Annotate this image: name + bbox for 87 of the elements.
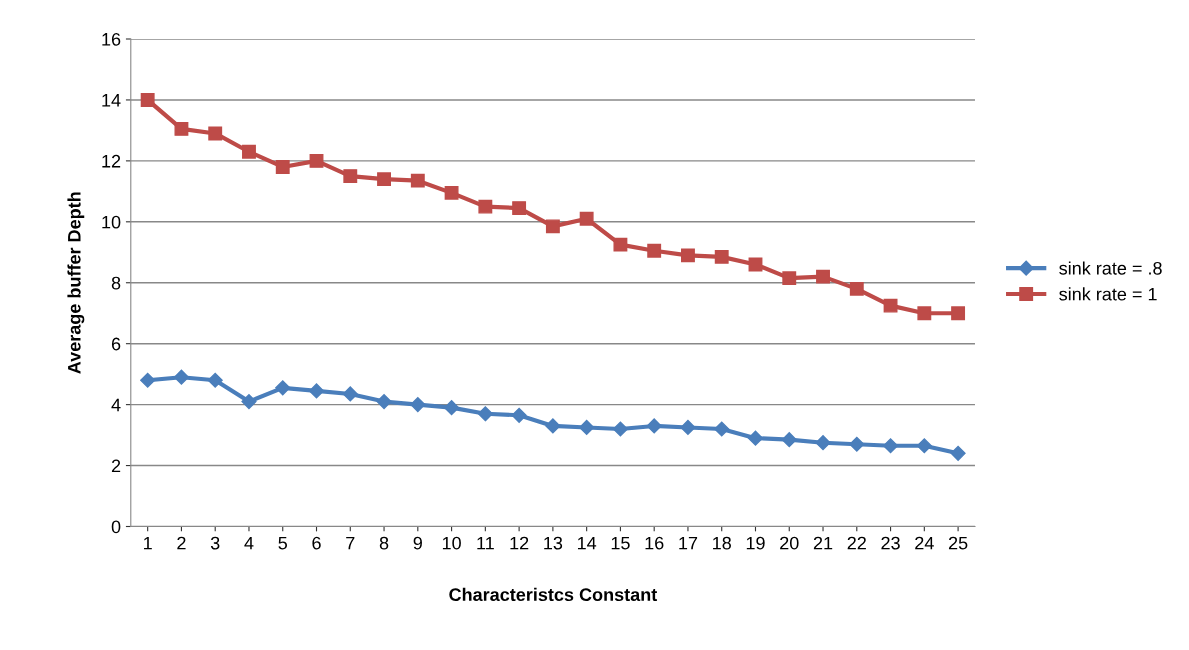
point — [646, 418, 662, 434]
x-tick-label: 10 — [442, 536, 461, 550]
x-tick-label: 17 — [679, 536, 698, 550]
point — [714, 421, 730, 437]
x-tick-label: 3 — [210, 536, 220, 550]
point — [207, 372, 223, 388]
x-tick-label: 7 — [346, 536, 355, 550]
point — [242, 144, 256, 159]
point — [309, 153, 324, 168]
point — [545, 418, 561, 434]
point — [275, 160, 290, 174]
x-tick-label: 24 — [915, 536, 934, 550]
x-tick-label: 5 — [278, 536, 288, 550]
point — [816, 269, 830, 284]
point — [579, 211, 594, 226]
point — [782, 271, 797, 286]
point — [681, 248, 695, 263]
point — [173, 369, 190, 385]
x-tick-label: 6 — [312, 536, 321, 550]
point — [308, 383, 325, 399]
point — [917, 306, 932, 321]
x-tick-label: 14 — [577, 536, 597, 550]
y-tick-label: 16 — [102, 32, 121, 46]
y-tick-label: 10 — [102, 215, 121, 229]
point — [579, 419, 595, 436]
point — [410, 173, 425, 188]
point — [511, 407, 527, 423]
point — [883, 298, 898, 313]
point — [140, 372, 156, 388]
y-tick-label: 6 — [111, 337, 121, 351]
x-tick-label: 13 — [544, 536, 563, 550]
point — [647, 243, 662, 258]
point — [849, 436, 865, 452]
point — [781, 432, 797, 448]
x-tick-label: 4 — [244, 536, 254, 550]
point — [410, 397, 426, 413]
point — [376, 394, 392, 410]
point — [343, 169, 358, 184]
x-tick-label: 1 — [144, 536, 152, 550]
y-tick-label: 2 — [111, 459, 121, 473]
x-tick-label: 16 — [645, 536, 664, 550]
y-tick-label: 14 — [102, 94, 121, 107]
point — [951, 306, 966, 321]
y-axis-title: Average buffer Depth — [67, 192, 85, 374]
x-tick-label: 18 — [713, 536, 731, 550]
point — [849, 281, 864, 296]
x-tick-label: 12 — [510, 536, 529, 550]
point — [714, 249, 729, 264]
point — [342, 386, 358, 402]
x-tick-label: 19 — [746, 536, 765, 550]
x-tick-label: 2 — [177, 536, 186, 550]
x-tick-label: 11 — [477, 536, 494, 550]
x-axis-title: Characteristcs Constant — [449, 587, 658, 602]
point — [545, 219, 560, 234]
point — [444, 185, 459, 200]
point — [613, 237, 628, 252]
point — [275, 380, 291, 396]
legend-label: sink rate = 1 — [1059, 287, 1157, 301]
point — [882, 438, 899, 454]
point — [477, 406, 493, 422]
point — [916, 438, 932, 454]
y-tick-label: 8 — [111, 276, 121, 290]
point — [208, 126, 223, 141]
y-tick-label: 12 — [102, 154, 121, 168]
x-tick-label: 23 — [881, 536, 900, 550]
point — [512, 201, 527, 216]
point — [747, 430, 764, 446]
x-tick-label: 20 — [780, 536, 799, 550]
x-tick-label: 9 — [413, 536, 422, 550]
point — [174, 121, 189, 136]
legend-label: sink rate = .8 — [1059, 261, 1162, 275]
x-tick-label: 22 — [847, 536, 866, 550]
x-tick-label: 21 — [813, 536, 833, 550]
point — [950, 445, 966, 461]
y-tick-label: 0 — [111, 520, 121, 534]
point — [377, 172, 391, 187]
x-tick-label: 15 — [611, 536, 630, 550]
x-tick-label: 8 — [379, 536, 389, 550]
point — [680, 419, 696, 436]
point — [612, 421, 628, 437]
point — [444, 400, 460, 416]
point — [478, 199, 493, 214]
point — [241, 394, 257, 410]
point — [815, 435, 831, 451]
y-tick-label: 4 — [111, 398, 121, 412]
x-tick-label: 25 — [948, 536, 968, 550]
point — [140, 92, 155, 107]
